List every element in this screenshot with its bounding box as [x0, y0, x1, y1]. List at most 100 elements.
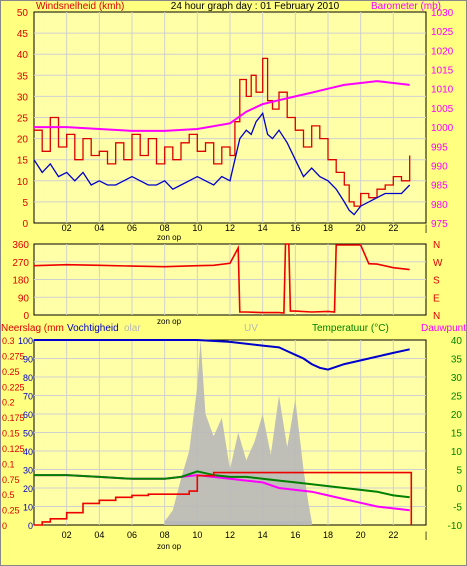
rain-tick: 0.25: [2, 367, 20, 377]
bottom-x-tick-labels: 02 04 06 08 10 12 14 16 18 20 22 |: [62, 530, 428, 540]
wind-tick: 15: [17, 156, 29, 167]
rain-line: [34, 471, 413, 526]
wind-tick: 10: [17, 177, 29, 188]
temperature-tick: -10: [448, 521, 463, 532]
direction-tick: 0: [23, 311, 29, 322]
direction-tick: 90: [18, 293, 30, 304]
humidity-tick: 70: [23, 392, 33, 402]
temperature-tick: -5: [453, 503, 462, 514]
wind-tick: 45: [17, 29, 29, 40]
barometer-tick: 1000: [431, 123, 454, 134]
rain-tick-labels: 0 0.25 0.5 0.75 0.1 0.125 0.15 0.175 0.2 0.225 0.2…: [2, 336, 25, 531]
wind-tick: 20: [17, 135, 29, 146]
humidity-tick: 60: [23, 410, 33, 420]
barometer-tick-labels: 975 980 985 990 995 1000 1005 1010 1015 1020 1025 1…: [431, 8, 454, 230]
sunrise-label-top: zon op: [157, 233, 182, 242]
barometer-tick: 1025: [431, 27, 454, 38]
humidity-line: [34, 339, 410, 371]
x-tick-label: 20: [356, 223, 366, 233]
direction-tick: 180: [12, 276, 29, 287]
rain-tick: 0.275: [2, 351, 25, 361]
bottom-panel: Neerslag (mm Vochtigheid olar UV Tempera…: [1, 323, 466, 551]
barometer-tick: 985: [431, 181, 448, 192]
barometer-tick: 1030: [431, 8, 454, 19]
rain-tick: 0.1: [2, 459, 15, 469]
rain-tick: 0.2: [2, 398, 15, 408]
x-tick-label: 10: [192, 530, 202, 540]
humidity-tick: 100: [18, 336, 33, 346]
direction-tick-labels: 0 90 180 270 360: [12, 240, 29, 322]
dewpoint-axis-label: Dauwpunt: [421, 323, 466, 334]
x-tick-label: 12: [225, 223, 235, 233]
x-tick-label: 16: [290, 530, 300, 540]
compass-label: W: [433, 258, 443, 269]
humidity-tick: 30: [23, 466, 33, 476]
rain-tick: 0.3: [2, 336, 15, 346]
x-tick-label: 20: [356, 530, 366, 540]
barometer-axis-label: Barometer (mb): [371, 1, 441, 12]
x-tick-label: 02: [62, 530, 72, 540]
wind-tick: 0: [22, 219, 28, 230]
temperature-tick-labels: -10 -5 0 5 10 15 20 25 30 35 40: [448, 336, 463, 532]
barometer-tick: 1015: [431, 66, 454, 77]
temperature-tick: 15: [451, 429, 463, 440]
humidity-tick-labels: 0 10 20 30 40 50 60 70 80 90 100: [18, 336, 33, 531]
wind-gust-line: [34, 57, 411, 207]
rain-axis-label: Neerslag (mm: [1, 323, 64, 334]
rain-tick: 0.75: [2, 475, 20, 485]
wind-tick: 30: [17, 92, 29, 103]
humidity-tick: 50: [23, 429, 33, 439]
wind-tick: 40: [17, 50, 29, 61]
compass-label: N: [433, 311, 440, 322]
temperature-line: [34, 470, 410, 499]
solar-area: [164, 340, 312, 525]
x-tick-label: |: [425, 530, 427, 540]
humidity-tick: 80: [23, 373, 33, 383]
compass-label: S: [433, 276, 440, 287]
temperature-axis-label: Temperatuur (°C): [312, 323, 389, 334]
sunrise-label-bottom: zon op: [157, 542, 182, 551]
wind-tick: 35: [17, 71, 29, 82]
x-tick-label: 06: [127, 530, 137, 540]
temperature-tick: 40: [451, 336, 463, 347]
top-panel: 24 hour graph day : 01 February 2010 Win…: [17, 1, 454, 242]
direction-tick: 360: [12, 240, 29, 251]
solar-base: [164, 521, 312, 525]
temperature-tick: 35: [451, 355, 463, 366]
temperature-tick: 0: [456, 484, 462, 495]
barometer-tick: 1010: [431, 85, 454, 96]
x-tick-label: 22: [388, 530, 398, 540]
x-tick-label: 14: [258, 223, 268, 233]
x-tick-label: 02: [62, 223, 72, 233]
x-tick-label: 18: [323, 530, 333, 540]
wind-tick: 5: [22, 198, 28, 209]
top-x-tick-labels: 02 04 06 08 10 12 14 16 18 20 22 |: [62, 223, 428, 233]
direction-tick: 270: [12, 258, 29, 269]
x-tick-label: 12: [225, 530, 235, 540]
barometer-tick: 980: [431, 200, 448, 211]
humidity-tick: 40: [23, 447, 33, 457]
x-tick-label: 10: [192, 223, 202, 233]
rain-tick: 0.5: [2, 490, 15, 500]
compass-label: E: [433, 293, 440, 304]
wind-axis-label: Windsnelheid (kmh): [36, 1, 124, 12]
wind-speed-line: [33, 111, 411, 216]
temperature-tick: 25: [451, 392, 463, 403]
temperature-tick: 10: [451, 447, 463, 458]
temperature-tick: 20: [451, 410, 463, 421]
barometer-tick: 990: [431, 161, 448, 172]
barometer-tick: 1005: [431, 104, 454, 115]
x-tick-label: 04: [94, 223, 104, 233]
solar-axis-label: olar: [124, 323, 141, 334]
barometer-line: [34, 80, 410, 132]
humidity-tick: 20: [23, 484, 33, 494]
humidity-tick: 90: [23, 355, 33, 365]
sunrise-label-mid: zon op: [157, 317, 182, 326]
humidity-axis-label: Vochtigheid: [67, 323, 119, 334]
humidity-tick: 0: [28, 521, 33, 531]
mid-series: [33, 243, 410, 314]
wind-tick-labels: 0 5 10 15 20 25 30 35 40 45 50: [17, 8, 29, 230]
bottom-series: [34, 339, 413, 526]
